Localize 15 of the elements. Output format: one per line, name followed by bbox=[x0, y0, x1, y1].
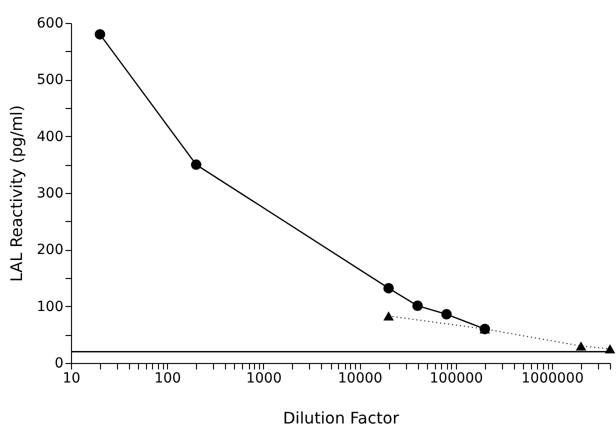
y-tick-label: 600 bbox=[36, 16, 64, 32]
y-tick-label: 0 bbox=[54, 356, 64, 372]
y-tick-label: 300 bbox=[36, 186, 64, 202]
x-tick-label: 10 bbox=[62, 370, 80, 386]
x-axis-title: Dilution Factor bbox=[282, 408, 400, 428]
y-axis-title: LAL Reactivity (pg/ml) bbox=[6, 105, 26, 282]
x-tick-label: 100 bbox=[154, 370, 182, 386]
x-tick-label: 1000000 bbox=[521, 370, 584, 386]
y-tick-label: 500 bbox=[36, 72, 64, 88]
y-tick-label: 400 bbox=[36, 128, 64, 145]
y-tick-label: 100 bbox=[36, 298, 64, 315]
x-tick-label: 10000 bbox=[338, 370, 382, 386]
x-tick-label: 1000 bbox=[246, 370, 282, 386]
x-tick-label: 100000 bbox=[430, 370, 484, 386]
y-tick-label: 200 bbox=[36, 242, 64, 258]
